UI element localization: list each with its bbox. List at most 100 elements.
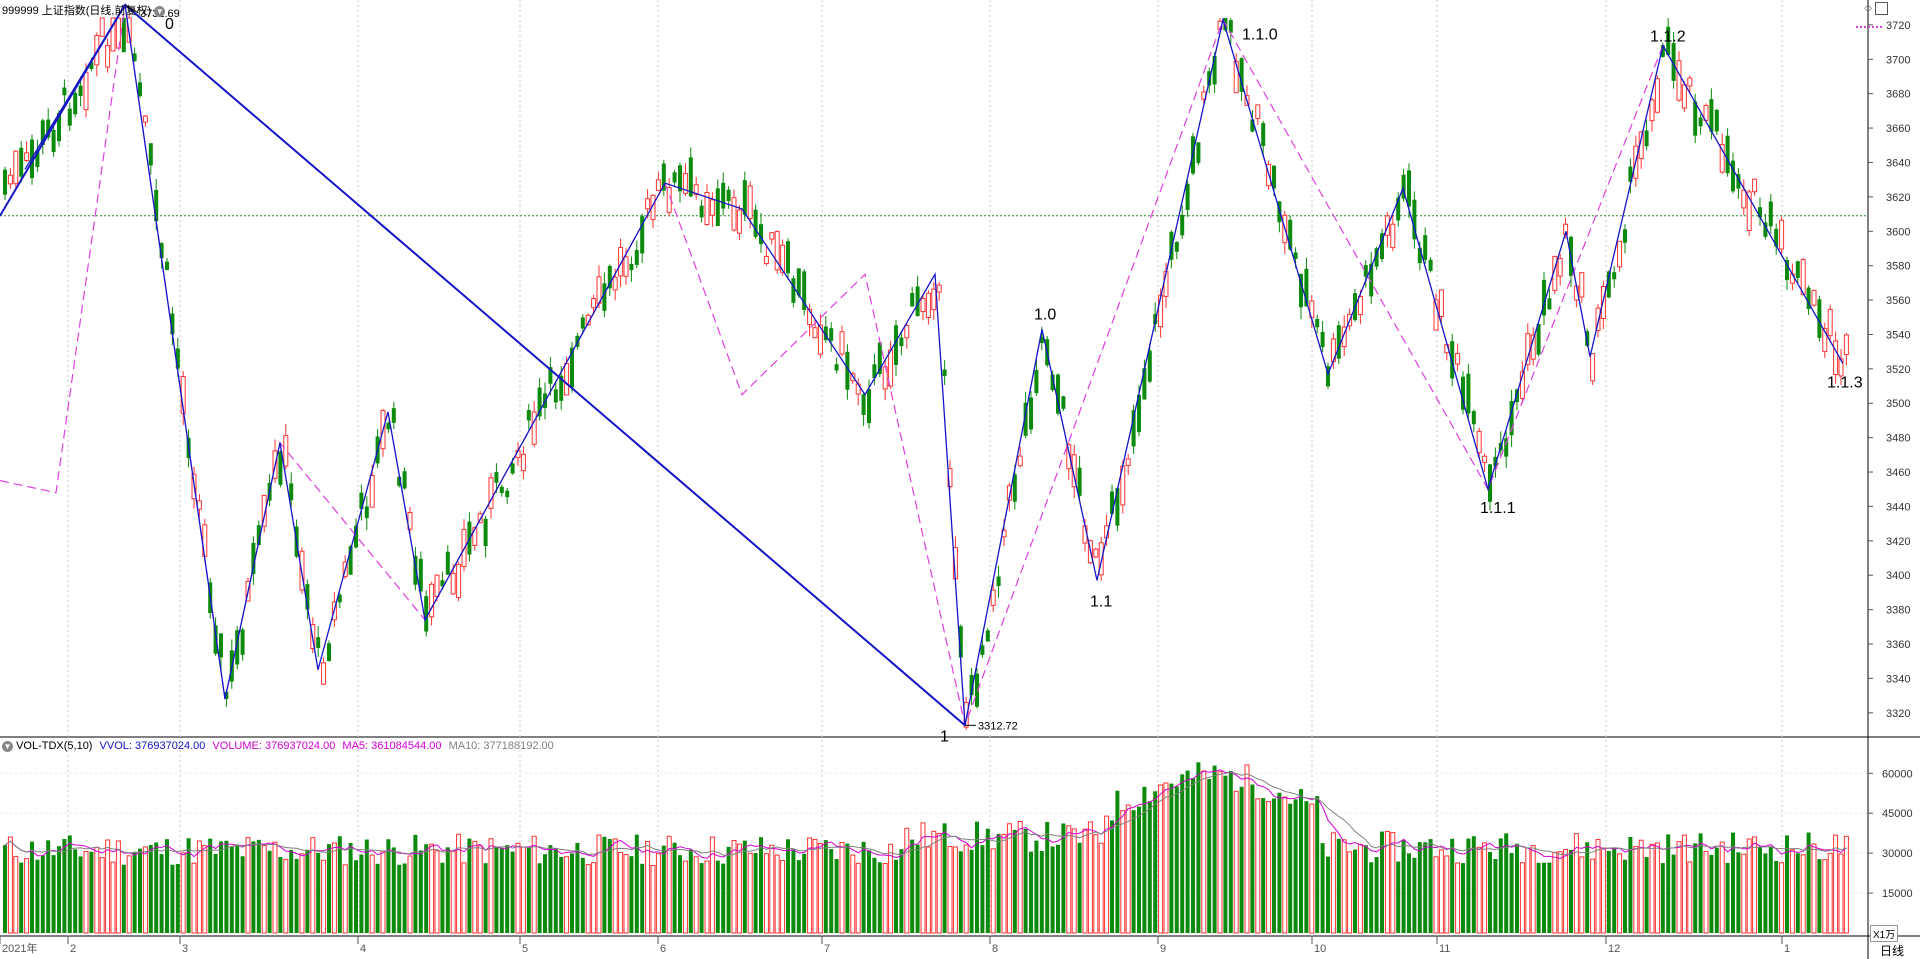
candle-body-down (1461, 376, 1465, 410)
candle-body-down (46, 119, 51, 138)
candle-body-up (931, 288, 937, 311)
candle-body-up (1233, 60, 1239, 94)
candle-body-up (1719, 144, 1725, 173)
candle-body-up (520, 453, 526, 472)
volume-bar-down (51, 855, 56, 933)
candle-body-down (526, 410, 531, 421)
volume-bar-up (272, 841, 278, 934)
volume-bar-up (1244, 764, 1250, 934)
volume-bar-up (456, 833, 462, 934)
volume-bar-up (1719, 841, 1725, 934)
volume-bar-up (780, 859, 786, 934)
candle-body-down (1466, 373, 1471, 414)
volume-bar-up (24, 858, 30, 934)
volume-bar-down (1774, 860, 1779, 933)
x-tick-label: 4 (360, 943, 366, 955)
candle-body-up (429, 583, 435, 618)
candle-body-down (62, 87, 67, 96)
volume-bar-down (391, 847, 396, 933)
candle-body-up (807, 308, 813, 326)
wave-label: 1.0 (1034, 306, 1056, 323)
period-label[interactable]: 日线 (1880, 944, 1905, 958)
high-marker-line (124, 4, 139, 14)
volume-bar-up (1833, 834, 1839, 934)
candle-body-down (1288, 219, 1293, 250)
candle-body-down (742, 180, 747, 215)
candle-body-up (1617, 240, 1623, 268)
volume-bar-down (742, 840, 747, 933)
diamond-icon[interactable]: ◇ (1864, 3, 1872, 14)
candle-body-up (1390, 223, 1396, 249)
x-tick-label: 10 (1314, 943, 1326, 955)
candle-body-down (1547, 298, 1552, 310)
volume-bar-down (132, 851, 137, 933)
volume-bar-down (1131, 810, 1136, 933)
volume-bar-down (89, 851, 94, 933)
volume-bar-up (369, 854, 375, 934)
candle-body-down (1763, 222, 1768, 237)
candle-body-down (1299, 273, 1303, 308)
volume-bar-down (1045, 821, 1050, 933)
volume-bar-up (920, 822, 926, 934)
volume-bar-down (1515, 843, 1519, 933)
volume-bar-down (219, 841, 223, 933)
chevron-down-icon[interactable]: ▼ (2, 740, 13, 752)
chevron-down-icon[interactable]: ▼ (154, 5, 166, 17)
volume-bar-up (1001, 833, 1007, 934)
candle-body-down (170, 313, 175, 335)
volume-bar-up (618, 851, 624, 934)
volume-bar-up (855, 862, 861, 934)
candle-body-down (823, 326, 828, 341)
volume-bar-down (305, 849, 310, 933)
candle-body-up (618, 247, 624, 277)
candle-body-up (456, 563, 462, 599)
volume-bar-up (1752, 836, 1758, 934)
volume-bar-up (591, 862, 597, 934)
volume-unit: X1万 (1870, 925, 1899, 942)
volume-header: ▼ VOL-TDX(5,10) VVOL: 376937024.00 VOLUM… (2, 740, 554, 752)
volume-bar-down (1315, 796, 1320, 933)
candle-body-down (1228, 20, 1233, 33)
volume-bar-down (867, 850, 871, 933)
candle-body-down (1542, 279, 1546, 316)
candle-body-down (154, 189, 159, 222)
price-tick-label: 3480 (1886, 433, 1910, 445)
volume-bar-down (1536, 862, 1541, 933)
volume-bar-up (1066, 825, 1072, 934)
volume-bar-down (229, 846, 234, 933)
volume-bar-down (359, 854, 364, 933)
candle-body-down (278, 451, 283, 485)
volume-bar-up (888, 843, 894, 934)
volume-bar-down (413, 834, 418, 933)
candle-body-up (1455, 353, 1461, 365)
volume-bar-down (397, 864, 402, 933)
candle-body-down (424, 596, 429, 632)
volume-bar-up (1530, 845, 1536, 934)
volume-bar-down (213, 853, 218, 933)
candle-body-down (1185, 183, 1190, 210)
volume-bar-up (477, 845, 483, 934)
candle-body-down (327, 643, 331, 662)
main-wave-line (124, 4, 966, 727)
volume-bar-down (1806, 832, 1811, 933)
volume-bar-down (483, 863, 488, 933)
candle-body-down (985, 630, 990, 642)
candle-body-down (1536, 323, 1541, 355)
candle-body-up (105, 45, 111, 68)
candle-body-down (1272, 165, 1276, 189)
candle-body-up (1654, 78, 1660, 113)
candle-body-up (839, 331, 845, 355)
volume-bar-down (289, 849, 294, 933)
window-icon[interactable] (1875, 2, 1888, 15)
candle-body-down (1795, 261, 1800, 278)
candle-body-up (769, 232, 775, 240)
volume-bar-up (963, 844, 969, 934)
candle-body-up (1341, 326, 1347, 348)
volume-bar-down (1239, 786, 1244, 933)
x-tick-label: 9 (1160, 943, 1166, 955)
volume-bar-up (931, 830, 937, 934)
vvol-value: VVOL: 376937024.00 (99, 740, 206, 752)
candle-body-down (1423, 235, 1428, 260)
volume-bar-down (1288, 803, 1293, 933)
